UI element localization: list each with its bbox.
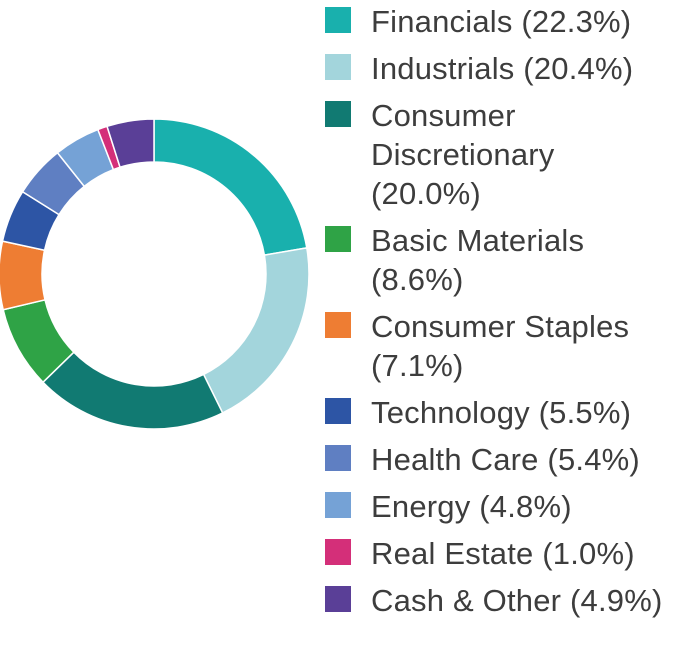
legend-label: Technology (5.5%) bbox=[371, 395, 632, 430]
slice-consumer-discretionary bbox=[41, 351, 224, 430]
legend-swatch bbox=[325, 101, 351, 127]
chart-legend: Financials (22.3%) Industrials (20.4%) Con… bbox=[325, 2, 670, 628]
donut-chart bbox=[0, 118, 310, 430]
slice-cash-and-other bbox=[106, 118, 155, 169]
donut-slices bbox=[0, 118, 310, 430]
legend-swatch bbox=[325, 7, 351, 33]
legend-item-health-care: Health Care (5.4%) bbox=[325, 440, 670, 479]
legend-label: Basic Materials (8.6%) bbox=[371, 223, 585, 297]
legend-item-consumer-staples: Consumer Staples (7.1%) bbox=[325, 307, 670, 385]
legend-swatch bbox=[325, 539, 351, 565]
legend-item-cash-and-other: Cash & Other (4.9%) bbox=[325, 581, 670, 620]
slice-industrials bbox=[202, 246, 310, 414]
legend-item-consumer-discretionary: Consumer Discretionary (20.0%) bbox=[325, 96, 670, 213]
legend-swatch bbox=[325, 398, 351, 424]
legend-item-basic-materials: Basic Materials (8.6%) bbox=[325, 221, 670, 299]
legend-label: Cash & Other (4.9%) bbox=[371, 583, 663, 618]
legend-swatch bbox=[325, 586, 351, 612]
legend-item-financials: Financials (22.3%) bbox=[325, 2, 670, 41]
slice-financials bbox=[153, 118, 308, 256]
legend-label: Consumer Staples (7.1%) bbox=[371, 309, 630, 383]
legend-swatch bbox=[325, 445, 351, 471]
legend-item-industrials: Industrials (20.4%) bbox=[325, 49, 670, 88]
legend-swatch bbox=[325, 54, 351, 80]
legend-item-real-estate: Real Estate (1.0%) bbox=[325, 534, 670, 573]
legend-label: Real Estate (1.0%) bbox=[371, 536, 635, 571]
legend-swatch bbox=[325, 312, 351, 338]
legend-swatch bbox=[325, 226, 351, 252]
legend-label: Health Care (5.4%) bbox=[371, 442, 640, 477]
legend-label: Energy (4.8%) bbox=[371, 489, 572, 524]
legend-label: Consumer Discretionary (20.0%) bbox=[371, 98, 555, 211]
legend-item-energy: Energy (4.8%) bbox=[325, 487, 670, 526]
legend-swatch bbox=[325, 492, 351, 518]
legend-item-technology: Technology (5.5%) bbox=[325, 393, 670, 432]
legend-label: Industrials (20.4%) bbox=[371, 51, 634, 86]
slice-consumer-staples bbox=[0, 240, 46, 311]
legend-label: Financials (22.3%) bbox=[371, 4, 632, 39]
